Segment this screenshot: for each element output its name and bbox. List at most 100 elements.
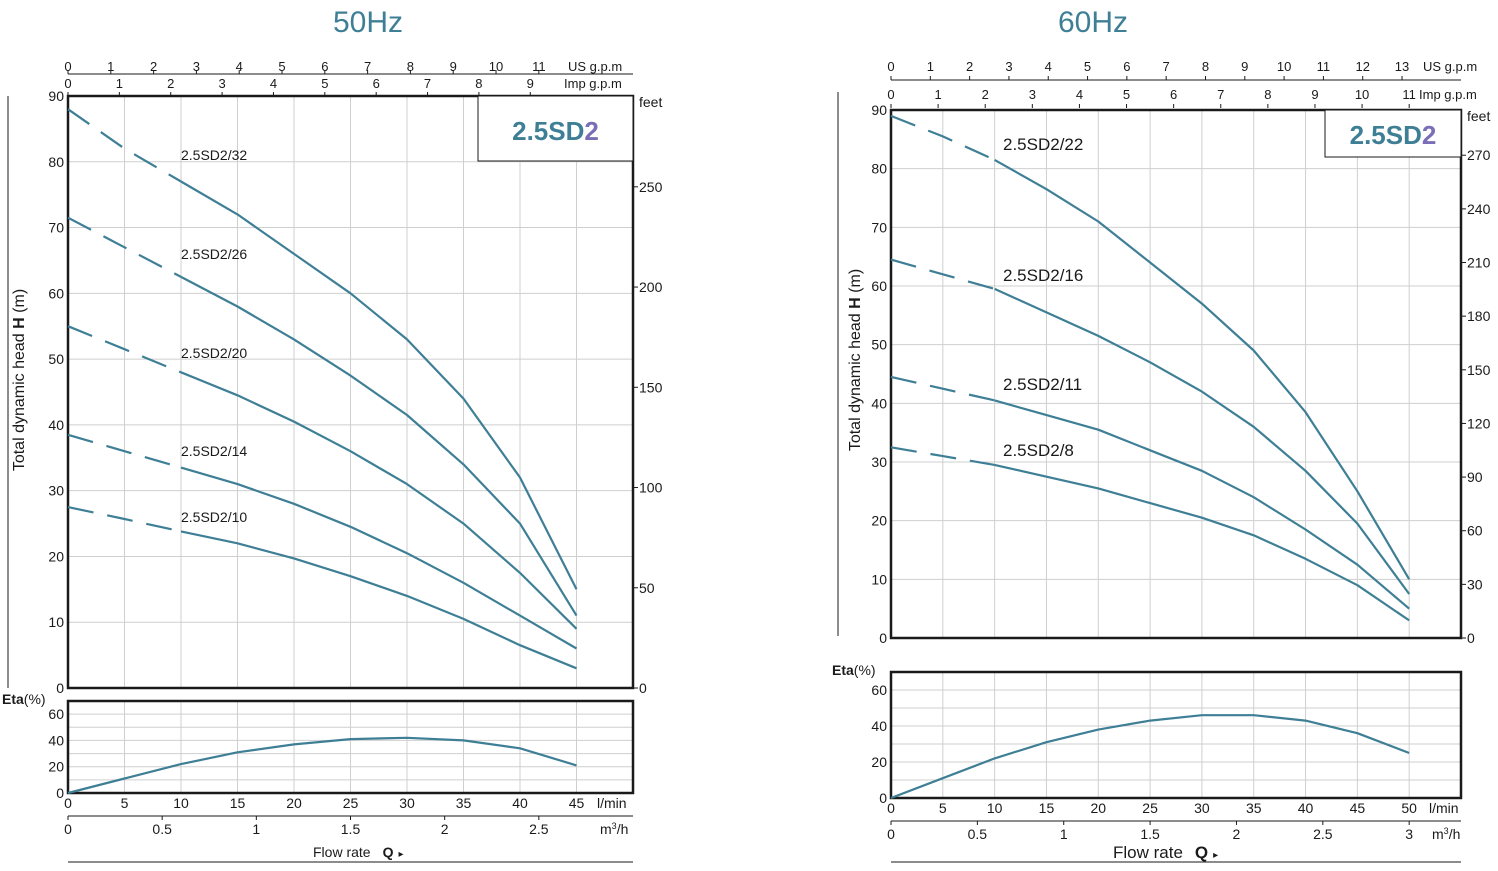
head-ylabel: Total dynamic head H (m): [847, 269, 864, 451]
lmin-tick-label: 35: [1246, 800, 1262, 816]
series-label: 2.5SD2/20: [181, 345, 247, 361]
imp-gpm-unit: Imp g.p.m: [1419, 87, 1477, 102]
imp-gpm-tick-label: 9: [527, 76, 534, 91]
lmin-tick-label: 30: [399, 795, 415, 811]
us-gpm-tick-label: 11: [532, 59, 546, 74]
us-gpm-tick-label: 5: [1084, 59, 1091, 74]
efficiency-curve: [67, 736, 577, 795]
m3h-unit: m3/h: [1432, 826, 1460, 842]
us-gpm-tick-label: 8: [407, 59, 414, 74]
head-ytick-label: 40: [871, 395, 887, 411]
imp-gpm-tick-label: 11: [1402, 87, 1416, 102]
head-curve: [994, 399, 1410, 610]
us-gpm-tick-label: 13: [1395, 59, 1409, 74]
head-curve-dashed: [67, 325, 182, 374]
series-label: 2.5SD2/10: [181, 509, 247, 525]
head-plot-frame: [889, 108, 1463, 640]
feet-tick-label: 120: [1467, 415, 1491, 431]
flow-rate-arrow-icon: ▸: [398, 849, 403, 860]
head-ytick-label: 80: [48, 154, 64, 170]
head-curve: [180, 530, 577, 670]
head-ytick-label: 30: [871, 454, 887, 470]
m3h-tick-label: 1.5: [341, 821, 361, 837]
feet-tick-label: 210: [1467, 255, 1491, 271]
lmin-tick-label: 25: [343, 795, 359, 811]
m3h-unit-sup: 3: [612, 821, 617, 831]
head-ylabel-text: Total dynamic head: [11, 329, 28, 471]
lmin-tick-label: 20: [286, 795, 302, 811]
imp-gpm-tick-label: 7: [424, 76, 431, 91]
head-curve-dashed: [67, 433, 182, 469]
head-ytick-label: 0: [879, 630, 887, 646]
series-label: 2.5SD2/26: [181, 246, 247, 262]
head-ytick-label: 60: [48, 285, 64, 301]
chart-title: 50Hz: [333, 6, 403, 39]
series-label: 2.5SD2/8: [1003, 441, 1074, 460]
head-ytick-label: 40: [48, 417, 64, 433]
us-gpm-unit: US g.p.m: [568, 59, 622, 74]
m3h-tick-label: 0: [887, 826, 895, 842]
head-curve-dashed: [890, 446, 995, 466]
feet-tick-label: 60: [1467, 523, 1483, 539]
eta-ytick-label: 0: [56, 785, 64, 801]
head-ytick-label: 70: [871, 219, 887, 235]
head-ytick-label: 20: [871, 513, 887, 529]
us-gpm-tick-label: 0: [887, 59, 894, 74]
lmin-tick-label: 50: [1401, 800, 1417, 816]
eta-label-unit: (%): [24, 691, 46, 707]
lmin-tick-label: 35: [456, 795, 472, 811]
lmin-tick-label: 40: [512, 795, 528, 811]
imp-gpm-tick-label: 4: [1076, 87, 1083, 102]
m3h-tick-label: 1: [1060, 826, 1068, 842]
head-ytick-label: 20: [48, 548, 64, 564]
head-curve: [994, 287, 1411, 595]
lmin-tick-label: 30: [1194, 800, 1210, 816]
us-gpm-tick-label: 8: [1202, 59, 1209, 74]
m3h-tick-label: 1.5: [1140, 826, 1160, 842]
flow-rate-symbol: Q: [383, 844, 394, 860]
imp-gpm-tick-label: 8: [1264, 87, 1271, 102]
us-gpm-tick-label: 0: [64, 59, 71, 74]
imp-gpm-tick-label: 0: [64, 76, 71, 91]
series-label: 2.5SD2/32: [181, 147, 247, 163]
us-gpm-tick-label: 7: [364, 59, 371, 74]
lmin-tick-label: 15: [1039, 800, 1055, 816]
eta-ytick-label: 20: [871, 754, 887, 770]
head-ylabel-symbol: H: [11, 317, 28, 329]
imp-gpm-tick-label: 1: [116, 76, 123, 91]
feet-unit: feet: [639, 94, 662, 110]
head-curve-dashed: [67, 216, 182, 278]
imp-gpm-tick-label: 4: [270, 76, 277, 91]
feet-tick-label: 90: [1467, 469, 1483, 485]
lmin-tick-label: 15: [230, 795, 246, 811]
flow-rate-label: Flow rate Q ▸: [1113, 843, 1218, 862]
model-name-suffix: 2: [1422, 120, 1436, 150]
us-gpm-tick-label: 5: [278, 59, 285, 74]
us-gpm-tick-label: 9: [1241, 59, 1248, 74]
us-gpm-tick-label: 4: [1045, 59, 1052, 74]
head-ytick-label: 50: [871, 337, 887, 353]
head-ytick-label: 0: [56, 680, 64, 696]
series-label: 2.5SD2/11: [1003, 375, 1082, 394]
us-gpm-tick-label: 6: [321, 59, 328, 74]
flow-rate-text: Flow rate: [1113, 843, 1183, 862]
m3h-unit: m3/h: [600, 821, 628, 837]
lmin-tick-label: 0: [887, 800, 895, 816]
imp-gpm-tick-label: 0: [887, 87, 894, 102]
m3h-unit-base: m: [1432, 826, 1444, 842]
efficiency-curve: [890, 714, 1410, 800]
m3h-tick-label: 2.5: [1313, 826, 1333, 842]
imp-gpm-tick-label: 5: [1123, 87, 1130, 102]
eta-plot-frame: [889, 670, 1463, 800]
us-gpm-tick-label: 10: [489, 59, 503, 74]
head-curve-dashed: [890, 114, 996, 161]
head-curve: [994, 463, 1410, 622]
feet-tick-label: 250: [639, 179, 663, 195]
imp-gpm-tick-label: 5: [321, 76, 328, 91]
imp-gpm-tick-label: 1: [934, 87, 941, 102]
m3h-tick-label: 0.5: [152, 821, 172, 837]
feet-tick-label: 150: [639, 379, 663, 395]
